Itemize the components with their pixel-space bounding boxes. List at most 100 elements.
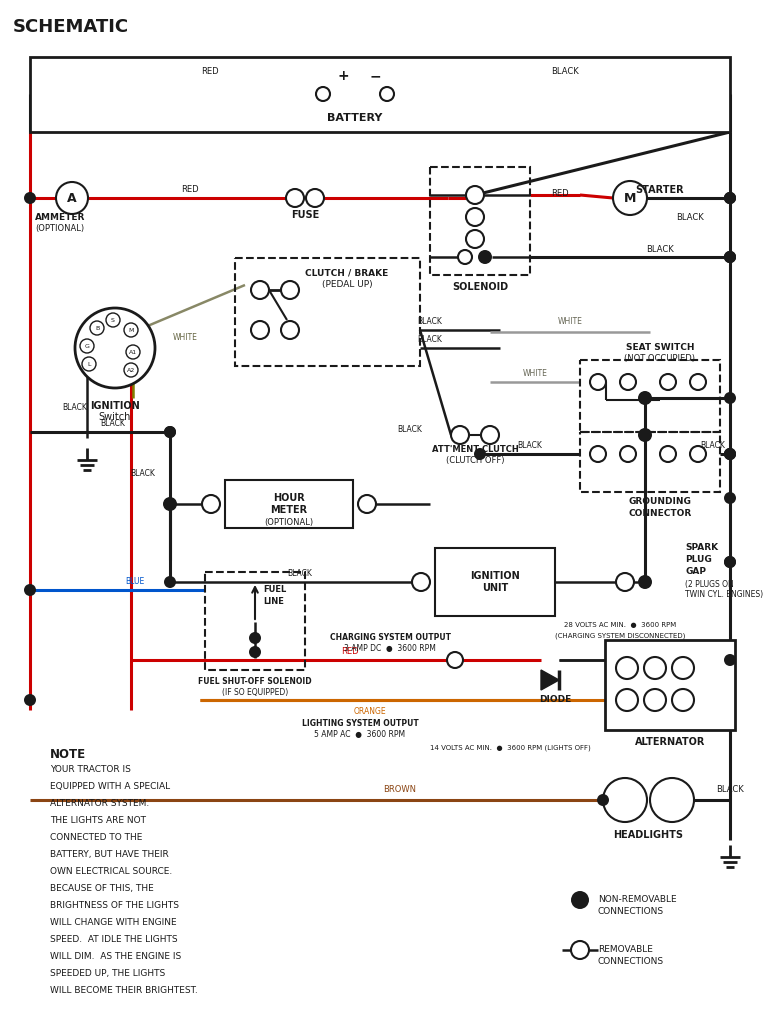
Circle shape bbox=[724, 448, 736, 460]
Circle shape bbox=[672, 690, 694, 711]
Circle shape bbox=[724, 492, 736, 504]
Text: BLACK: BLACK bbox=[646, 244, 674, 254]
Circle shape bbox=[281, 281, 299, 299]
Text: IGNITION: IGNITION bbox=[470, 571, 520, 581]
Circle shape bbox=[638, 575, 652, 589]
Circle shape bbox=[724, 192, 736, 204]
Text: SOLENOID: SOLENOID bbox=[452, 282, 508, 292]
Circle shape bbox=[724, 654, 736, 666]
Circle shape bbox=[380, 87, 394, 101]
Text: BLACK: BLACK bbox=[417, 317, 442, 326]
Text: CONNECTOR: CONNECTOR bbox=[629, 508, 691, 518]
Circle shape bbox=[412, 573, 430, 591]
Bar bbox=[605, 640, 735, 730]
Circle shape bbox=[724, 555, 736, 568]
Circle shape bbox=[251, 281, 269, 299]
Circle shape bbox=[124, 363, 138, 377]
Circle shape bbox=[616, 573, 634, 591]
Bar bbox=[205, 572, 305, 670]
Circle shape bbox=[644, 657, 666, 679]
Text: BLACK: BLACK bbox=[417, 336, 442, 345]
Circle shape bbox=[106, 313, 120, 327]
Text: SPEEDED UP, THE LIGHTS: SPEEDED UP, THE LIGHTS bbox=[50, 969, 165, 978]
Circle shape bbox=[466, 186, 484, 204]
Text: BLACK: BLACK bbox=[288, 570, 313, 578]
Circle shape bbox=[613, 181, 647, 215]
Text: RED: RED bbox=[551, 188, 569, 197]
Text: 3 AMP DC  ●  3600 RPM: 3 AMP DC ● 3600 RPM bbox=[344, 644, 436, 654]
Circle shape bbox=[24, 192, 36, 204]
Text: CONNECTED TO THE: CONNECTED TO THE bbox=[50, 833, 142, 842]
Text: BLACK: BLACK bbox=[551, 68, 579, 77]
Text: LIGHTING SYSTEM OUTPUT: LIGHTING SYSTEM OUTPUT bbox=[302, 718, 418, 727]
Text: FUEL: FUEL bbox=[263, 585, 286, 594]
Text: WILL BECOME THEIR BRIGHTEST.: WILL BECOME THEIR BRIGHTEST. bbox=[50, 986, 198, 995]
Text: (OPTIONAL): (OPTIONAL) bbox=[36, 223, 85, 232]
Circle shape bbox=[466, 208, 484, 226]
Text: Switch: Switch bbox=[99, 412, 131, 422]
Text: RED: RED bbox=[181, 184, 199, 193]
Text: RED: RED bbox=[201, 68, 219, 77]
Circle shape bbox=[249, 646, 261, 658]
Circle shape bbox=[75, 308, 155, 388]
Circle shape bbox=[690, 374, 706, 390]
Circle shape bbox=[644, 690, 666, 711]
Text: BLACK: BLACK bbox=[100, 419, 125, 429]
Circle shape bbox=[447, 652, 463, 668]
Circle shape bbox=[724, 251, 736, 263]
Circle shape bbox=[80, 339, 94, 353]
Text: GAP: GAP bbox=[685, 568, 706, 577]
Text: B: B bbox=[95, 325, 99, 330]
Circle shape bbox=[724, 448, 736, 460]
Text: −: − bbox=[369, 69, 381, 83]
Text: BATTERY, BUT HAVE THEIR: BATTERY, BUT HAVE THEIR bbox=[50, 850, 168, 859]
Circle shape bbox=[724, 251, 736, 263]
Circle shape bbox=[474, 448, 486, 460]
Circle shape bbox=[616, 657, 638, 679]
Text: EQUIPPED WITH A SPECIAL: EQUIPPED WITH A SPECIAL bbox=[50, 782, 170, 791]
Text: DIODE: DIODE bbox=[539, 696, 571, 705]
Text: SPEED.  AT IDLE THE LIGHTS: SPEED. AT IDLE THE LIGHTS bbox=[50, 935, 178, 944]
Text: THE LIGHTS ARE NOT: THE LIGHTS ARE NOT bbox=[50, 816, 146, 825]
Circle shape bbox=[690, 446, 706, 462]
Text: BLACK: BLACK bbox=[700, 442, 725, 450]
Text: (CLUTCH OFF): (CLUTCH OFF) bbox=[445, 455, 504, 464]
Circle shape bbox=[478, 250, 492, 264]
Text: UNIT: UNIT bbox=[482, 583, 508, 593]
Text: A: A bbox=[68, 191, 77, 205]
Text: SCHEMATIC: SCHEMATIC bbox=[13, 18, 129, 36]
Polygon shape bbox=[541, 670, 559, 690]
Text: LINE: LINE bbox=[263, 597, 284, 607]
Text: AMMETER: AMMETER bbox=[35, 213, 85, 222]
Text: RED: RED bbox=[341, 648, 359, 657]
Circle shape bbox=[571, 941, 589, 959]
Circle shape bbox=[82, 357, 96, 371]
Circle shape bbox=[672, 657, 694, 679]
Bar bbox=[580, 432, 720, 492]
Text: 28 VOLTS AC MIN.  ●  3600 RPM: 28 VOLTS AC MIN. ● 3600 RPM bbox=[564, 622, 676, 628]
Text: BLUE: BLUE bbox=[125, 578, 144, 586]
Text: REMOVABLE: REMOVABLE bbox=[598, 945, 653, 954]
Text: CONNECTIONS: CONNECTIONS bbox=[598, 958, 664, 967]
Circle shape bbox=[616, 690, 638, 711]
Circle shape bbox=[24, 584, 36, 596]
Circle shape bbox=[358, 495, 376, 513]
Circle shape bbox=[660, 374, 676, 390]
Text: (OPTIONAL): (OPTIONAL) bbox=[265, 518, 314, 527]
Circle shape bbox=[466, 230, 484, 248]
Text: TWIN CYL. ENGINES): TWIN CYL. ENGINES) bbox=[685, 589, 763, 598]
Circle shape bbox=[164, 426, 176, 438]
Text: 5 AMP AC  ●  3600 RPM: 5 AMP AC ● 3600 RPM bbox=[314, 729, 406, 739]
Text: NON-REMOVABLE: NON-REMOVABLE bbox=[598, 895, 677, 904]
Circle shape bbox=[163, 497, 177, 512]
Text: BROWN: BROWN bbox=[383, 786, 417, 795]
Circle shape bbox=[638, 428, 652, 442]
Text: G: G bbox=[85, 344, 89, 349]
Text: SPARK: SPARK bbox=[685, 543, 718, 552]
Circle shape bbox=[481, 426, 499, 444]
Text: GROUNDING: GROUNDING bbox=[629, 497, 691, 506]
Text: A2: A2 bbox=[126, 367, 135, 372]
Text: METER: METER bbox=[271, 505, 307, 515]
Circle shape bbox=[202, 495, 220, 513]
Text: IGNITION: IGNITION bbox=[90, 401, 140, 411]
